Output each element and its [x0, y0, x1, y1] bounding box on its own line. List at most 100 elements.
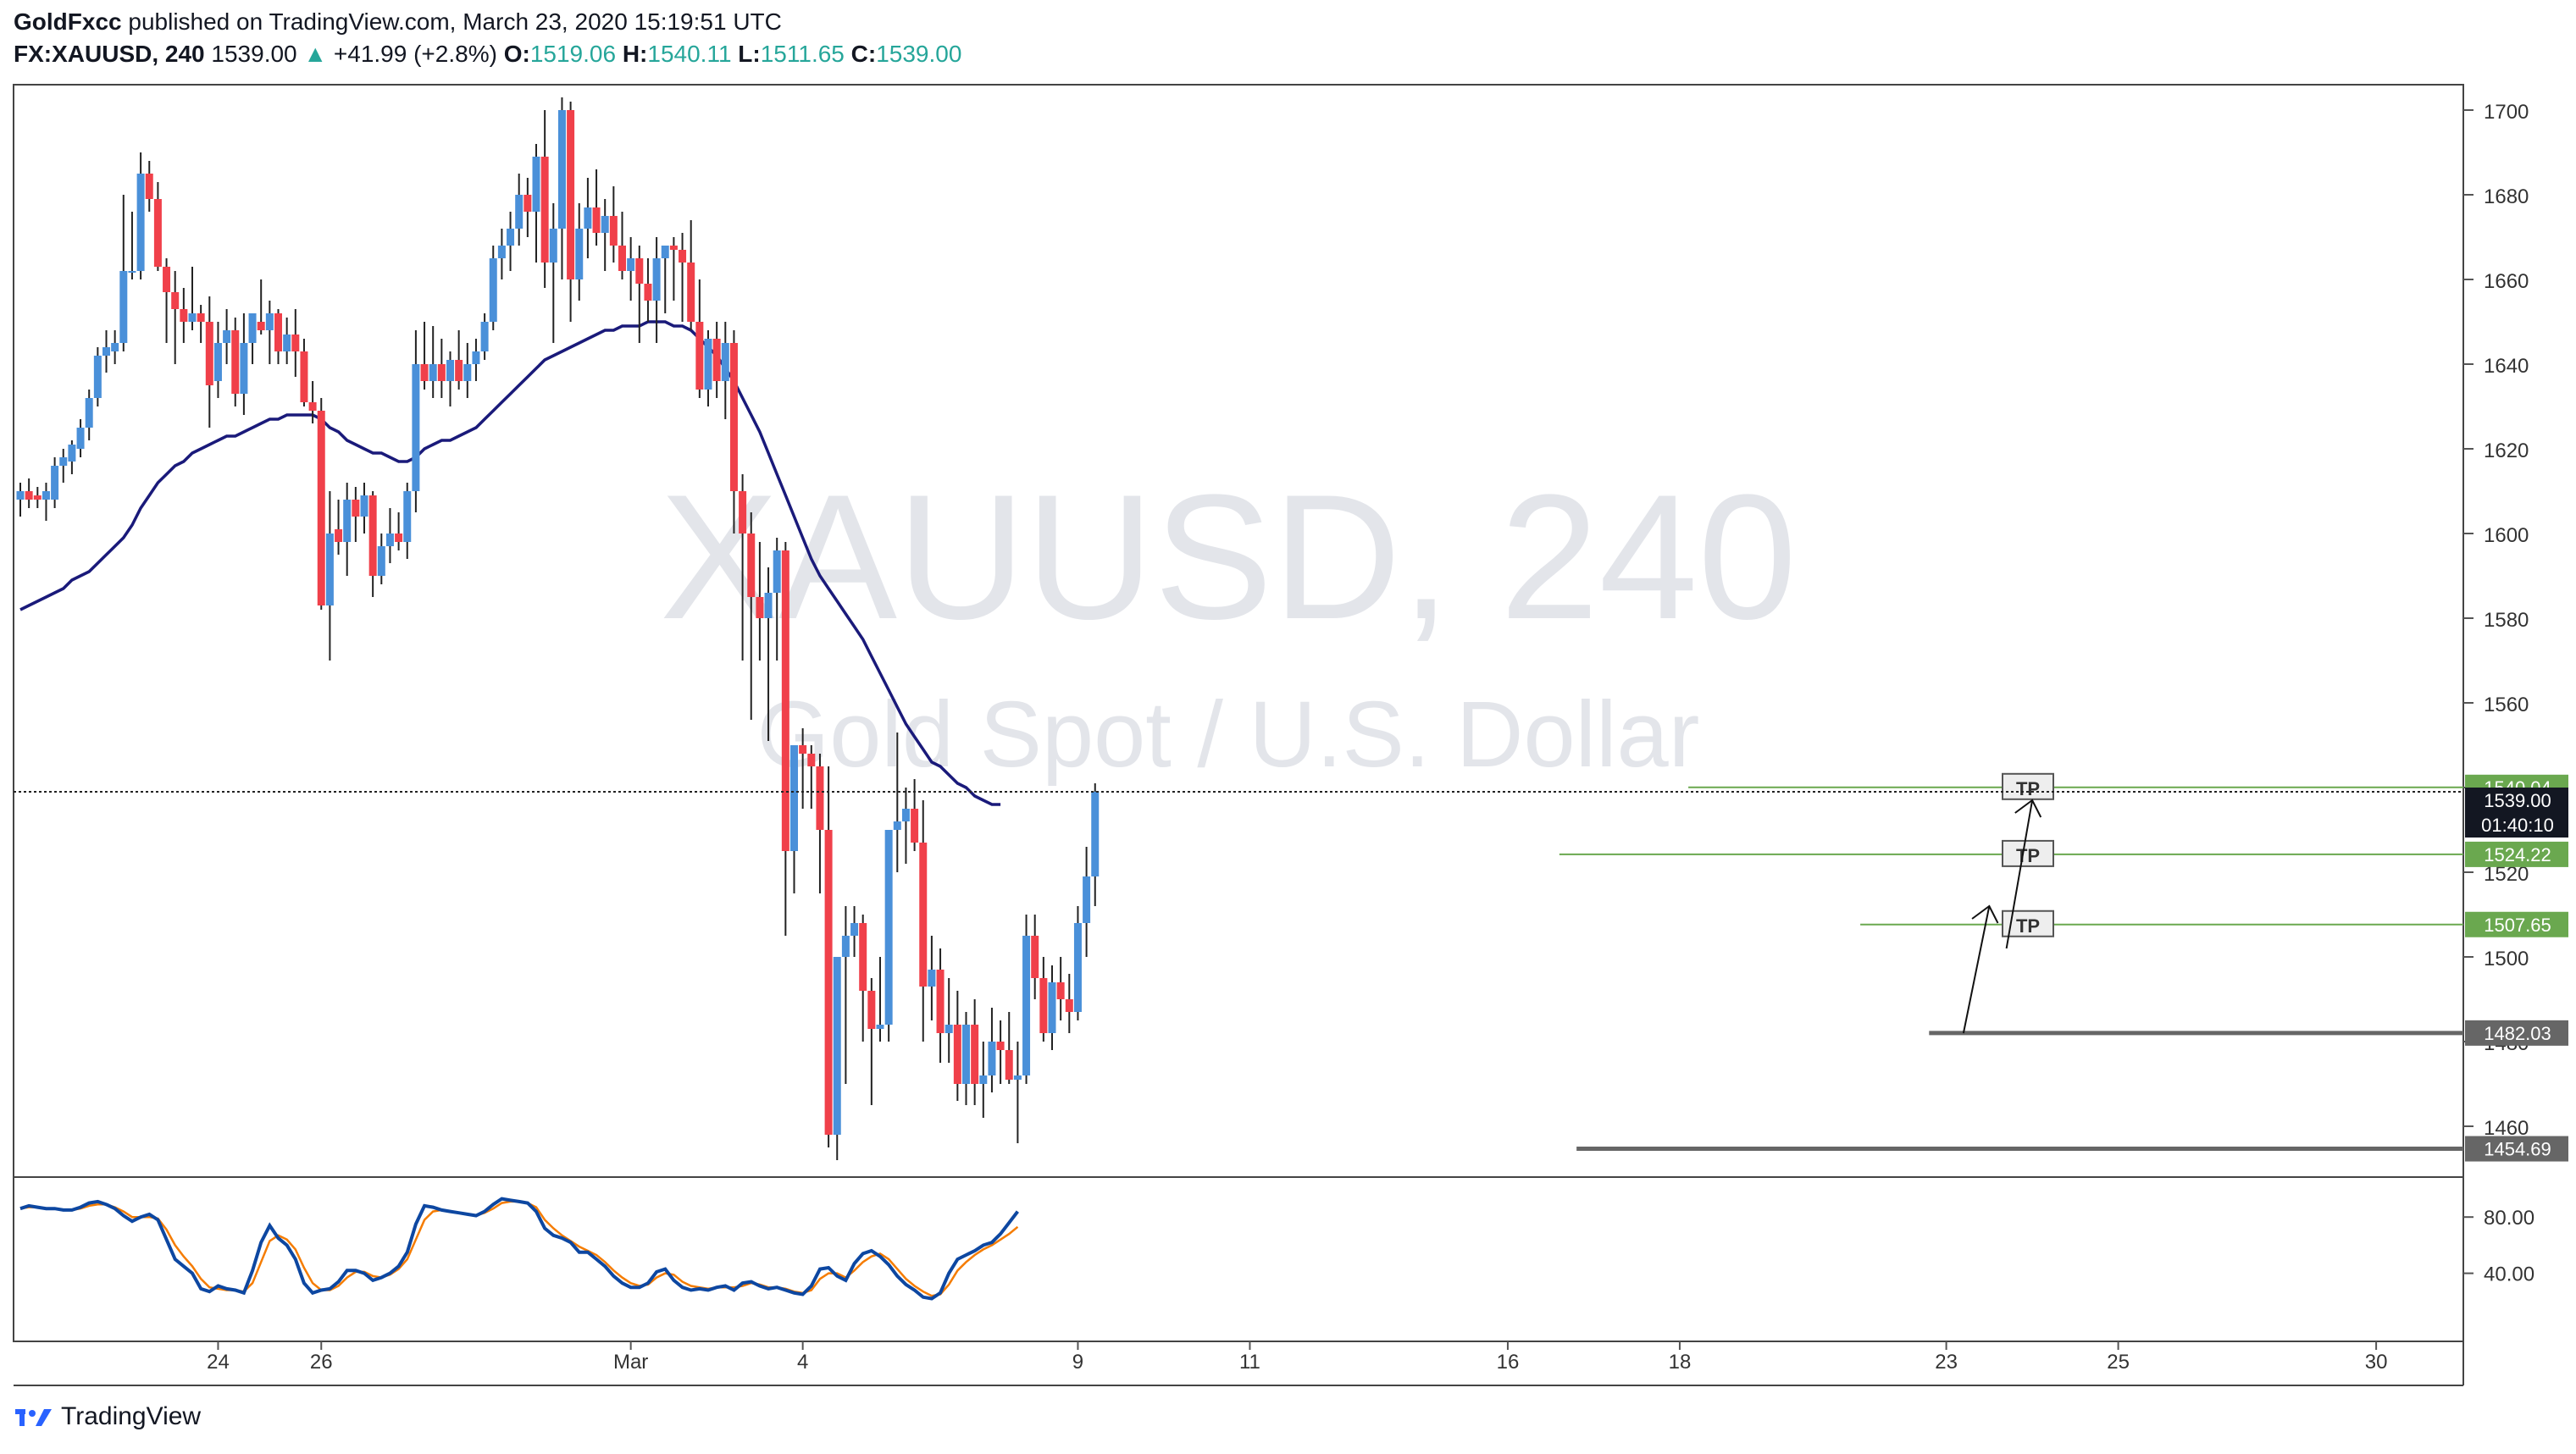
candle-down	[308, 402, 317, 411]
tradingview-logo-icon	[15, 1409, 52, 1426]
candle-down	[807, 754, 816, 766]
candle-up	[489, 258, 497, 322]
candle-down	[781, 550, 789, 851]
brand-name: TradingView	[61, 1402, 202, 1430]
candle-up	[962, 1025, 970, 1084]
candle-down	[1056, 982, 1065, 999]
candle-down	[352, 500, 360, 517]
time-tick-label: 30	[2365, 1351, 2388, 1374]
price-change: +41.99 (+2.8%)	[333, 41, 497, 67]
candle-up	[480, 322, 489, 351]
price-tick-label: 1700	[2484, 101, 2529, 124]
candle-down	[274, 313, 282, 351]
candle-up	[360, 495, 368, 517]
candle-up	[876, 1025, 884, 1029]
candle-down	[729, 343, 738, 491]
countdown-label: 01:40:10	[2481, 815, 2554, 836]
candle-up	[507, 229, 515, 246]
arrow-annotation-2	[2005, 799, 2034, 949]
candle-down	[395, 534, 403, 542]
candle-up	[532, 157, 540, 212]
candle-down	[756, 597, 764, 618]
candle-down	[679, 250, 687, 263]
candle-down	[867, 991, 876, 1029]
candle-down	[145, 174, 153, 199]
candle-up	[557, 110, 566, 229]
candle-up	[661, 246, 669, 258]
candle-down	[1065, 999, 1073, 1012]
candle-up	[928, 970, 936, 987]
candle-up	[119, 271, 128, 343]
candle-up	[1048, 982, 1056, 1033]
candle-down	[163, 267, 171, 292]
candle-up	[136, 174, 145, 271]
candle-down	[368, 495, 377, 576]
high-value: 1540.11	[647, 41, 732, 67]
candle-down	[455, 360, 463, 381]
candle-up	[463, 364, 472, 381]
tp2-price-badge	[2465, 841, 2568, 867]
candle-up	[1083, 876, 1091, 923]
candle-down	[936, 970, 945, 1033]
candle-down	[524, 195, 532, 212]
published-text: published on TradingView.com, March 23, …	[128, 8, 782, 35]
candle-down	[635, 258, 644, 284]
tp1-label: TP	[2016, 778, 2040, 799]
price-tick-label: 1460	[2484, 1117, 2529, 1140]
plot-frame	[13, 84, 2464, 1342]
author-name[interactable]: GoldFxcc	[14, 8, 122, 35]
countdown-badge	[2465, 812, 2568, 838]
footer-brand[interactable]: TradingView	[15, 1402, 201, 1431]
candle-down	[567, 110, 575, 279]
candle-down	[919, 843, 928, 987]
low-value: 1511.65	[760, 41, 845, 67]
candle-down	[437, 364, 446, 381]
candle-down	[231, 330, 240, 394]
candle-up	[412, 364, 420, 491]
candle-up	[945, 1025, 953, 1033]
candle-up	[59, 457, 68, 466]
candle-down	[1031, 936, 1039, 978]
candle-down	[669, 246, 678, 250]
candle-up	[575, 229, 584, 279]
candle-up	[93, 356, 102, 398]
candle-down	[799, 745, 807, 754]
candle-up	[1073, 923, 1082, 1012]
candle-down	[420, 364, 429, 381]
tp3-price-badge	[2465, 911, 2568, 937]
candle-down	[695, 322, 704, 390]
close-label: C:	[850, 41, 877, 67]
candle-up	[764, 593, 773, 618]
watermark-symbol: XAUUSD, 240	[660, 457, 1797, 656]
open-label: O:	[503, 41, 530, 67]
arrow-head-1	[1971, 904, 1999, 924]
low-label: L:	[738, 41, 761, 67]
candle-up	[377, 546, 385, 576]
candle-up	[446, 360, 454, 381]
candle-up	[652, 258, 661, 301]
candle-up	[841, 936, 850, 957]
support2-price-badge	[2465, 1136, 2568, 1162]
price-tick-label: 1580	[2484, 609, 2529, 632]
candle-up	[833, 957, 841, 1135]
candle-up	[988, 1042, 996, 1075]
price-tick-label: 1660	[2484, 270, 2529, 293]
candle-up	[223, 330, 231, 343]
candle-up	[584, 207, 592, 229]
candle-up	[128, 271, 136, 273]
tp1-box	[2002, 772, 2054, 800]
price-tick-label: 1640	[2484, 355, 2529, 378]
last-price: 1539.00	[211, 41, 297, 67]
candle-down	[300, 351, 308, 402]
watermark-name: Gold Spot / U.S. Dollar	[757, 683, 1700, 787]
candle-up	[790, 745, 798, 851]
symbol-label[interactable]: FX:XAUUSD, 240	[14, 41, 205, 67]
time-tick-label: Mar	[613, 1351, 648, 1374]
stoch-tick-label: 80.00	[2484, 1207, 2534, 1230]
arrow-annotation-1	[1962, 905, 1991, 1034]
stoch-tick-label: 40.00	[2484, 1263, 2534, 1286]
candle-up	[979, 1075, 988, 1084]
candle-up	[901, 809, 910, 821]
open-value: 1519.06	[529, 41, 617, 67]
